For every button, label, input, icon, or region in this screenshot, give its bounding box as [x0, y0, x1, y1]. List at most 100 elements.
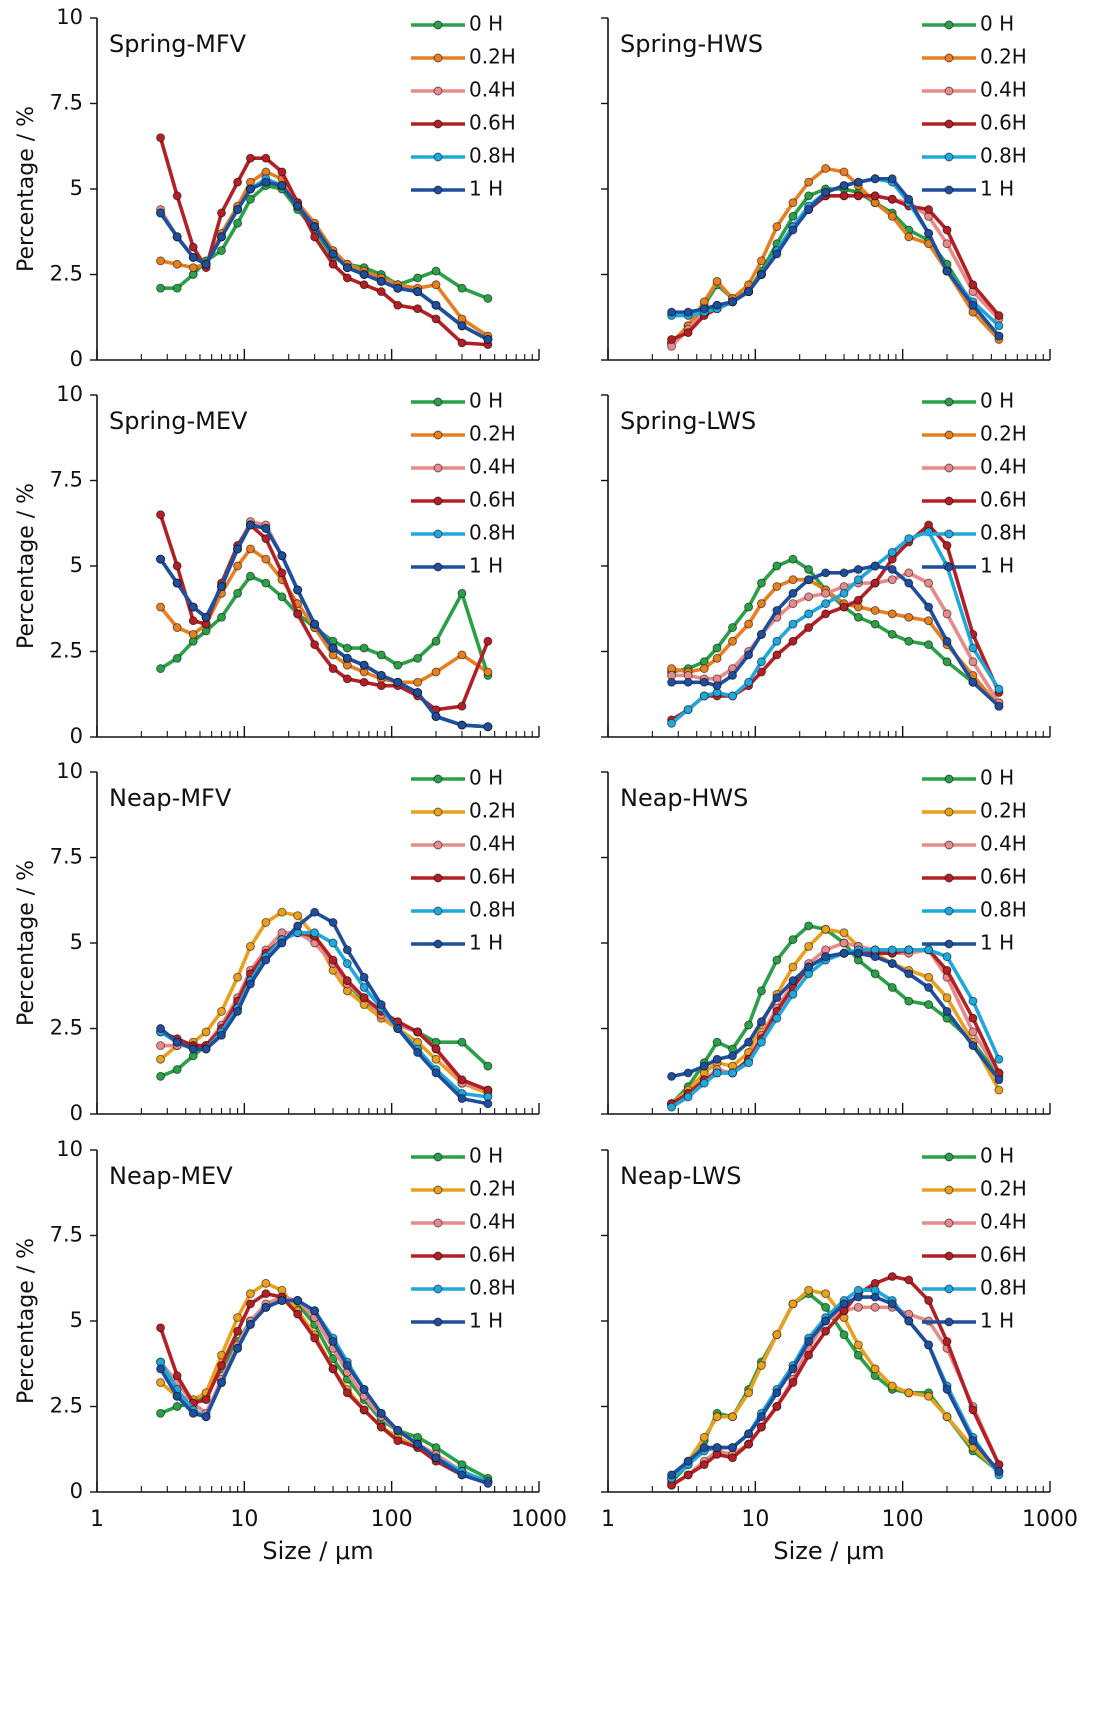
data-point: [904, 578, 914, 588]
data-point: [699, 691, 709, 701]
data-point: [310, 232, 320, 242]
data-point: [968, 1436, 978, 1446]
data-point: [457, 650, 467, 660]
legend-label: 0 H: [469, 766, 503, 790]
data-point: [233, 205, 243, 214]
legend-marker: [944, 774, 954, 784]
data-point: [744, 677, 754, 687]
legend-label: 0.6H: [469, 1243, 516, 1267]
data-point: [853, 1340, 863, 1350]
x-axis-title: Size / μm: [773, 1537, 884, 1565]
data-point: [788, 962, 798, 972]
legend-label: 1 H: [980, 554, 1014, 578]
y-tick-label: 0: [70, 1101, 83, 1125]
data-point: [968, 1013, 978, 1023]
data-point: [728, 623, 737, 633]
data-point: [728, 1051, 737, 1061]
data-point: [156, 1408, 166, 1418]
data-point: [968, 657, 978, 667]
data-point: [156, 1024, 166, 1033]
data-point: [839, 1299, 849, 1309]
data-point: [968, 677, 978, 687]
data-point: [968, 300, 978, 310]
data-point: [712, 1443, 722, 1452]
data-point: [156, 664, 166, 674]
series: [156, 907, 493, 1098]
data-point: [457, 321, 467, 331]
data-point: [261, 918, 271, 927]
legend-marker: [944, 1152, 954, 1162]
panel-title: Neap-HWS: [620, 784, 748, 812]
data-point: [431, 1054, 441, 1064]
data-point: [788, 1364, 798, 1374]
series: [156, 928, 493, 1095]
legend-marker: [944, 397, 954, 407]
data-point: [431, 266, 441, 276]
data-point: [804, 941, 814, 951]
data-point: [261, 153, 271, 163]
data-point: [156, 133, 166, 143]
data-point: [968, 996, 978, 1006]
data-point: [699, 677, 709, 687]
data-point: [328, 938, 338, 948]
data-point: [772, 993, 782, 1003]
data-point: [870, 1302, 880, 1312]
data-point: [245, 979, 255, 989]
data-point: [172, 232, 182, 242]
data-point: [172, 283, 182, 293]
data-point: [788, 588, 798, 598]
legend-marker: [944, 840, 954, 850]
data-point: [942, 965, 952, 975]
data-point: [188, 242, 198, 252]
data-point: [904, 1388, 914, 1398]
panel: 0 2.5 5 7.5 10 Percentage / % Spring-MEV 0 H 0.2…: [14, 382, 540, 748]
data-point: [887, 1272, 897, 1281]
data-point: [772, 636, 782, 646]
data-point: [201, 1044, 211, 1054]
data-point: [887, 211, 897, 221]
y-tick-label: 7.5: [50, 1223, 83, 1247]
data-point: [853, 177, 863, 187]
data-point: [887, 194, 897, 204]
legend-marker: [944, 53, 954, 63]
data-point: [853, 575, 863, 585]
data-point: [728, 1068, 737, 1078]
legend-label: 0.8H: [980, 1276, 1027, 1300]
legend-label: 0 H: [980, 766, 1014, 790]
legend-marker: [944, 873, 954, 883]
data-point: [245, 1299, 255, 1309]
data-point: [887, 1299, 897, 1309]
data-point: [924, 616, 934, 626]
series: [156, 520, 493, 732]
data-point: [788, 989, 798, 999]
data-point: [667, 1102, 677, 1112]
data-point: [804, 191, 814, 201]
data-point: [728, 670, 737, 680]
data-point: [188, 1044, 198, 1054]
data-point: [201, 1395, 211, 1405]
y-tick-label: 5: [70, 176, 83, 200]
data-point: [756, 578, 766, 588]
legend-marker: [944, 529, 954, 539]
legend-label: 0.6H: [469, 488, 516, 512]
data-point: [217, 1006, 226, 1016]
data-point: [994, 321, 1004, 331]
data-point: [756, 1361, 766, 1370]
legend-marker: [433, 119, 443, 129]
series: [667, 945, 1004, 1112]
data-point: [457, 1037, 467, 1047]
y-tick-label: 2.5: [50, 1394, 83, 1418]
data-point: [172, 578, 182, 588]
data-point: [188, 263, 198, 273]
data-point: [821, 1302, 831, 1312]
x-tick-label: 100: [882, 1507, 924, 1532]
data-point: [483, 1099, 493, 1109]
legend-label: 1 H: [469, 177, 503, 201]
data-point: [683, 1092, 693, 1102]
data-point: [942, 239, 952, 249]
data-point: [804, 609, 814, 619]
data-point: [788, 575, 798, 585]
data-point: [683, 1456, 693, 1466]
data-point: [887, 564, 897, 574]
data-point: [821, 952, 831, 962]
